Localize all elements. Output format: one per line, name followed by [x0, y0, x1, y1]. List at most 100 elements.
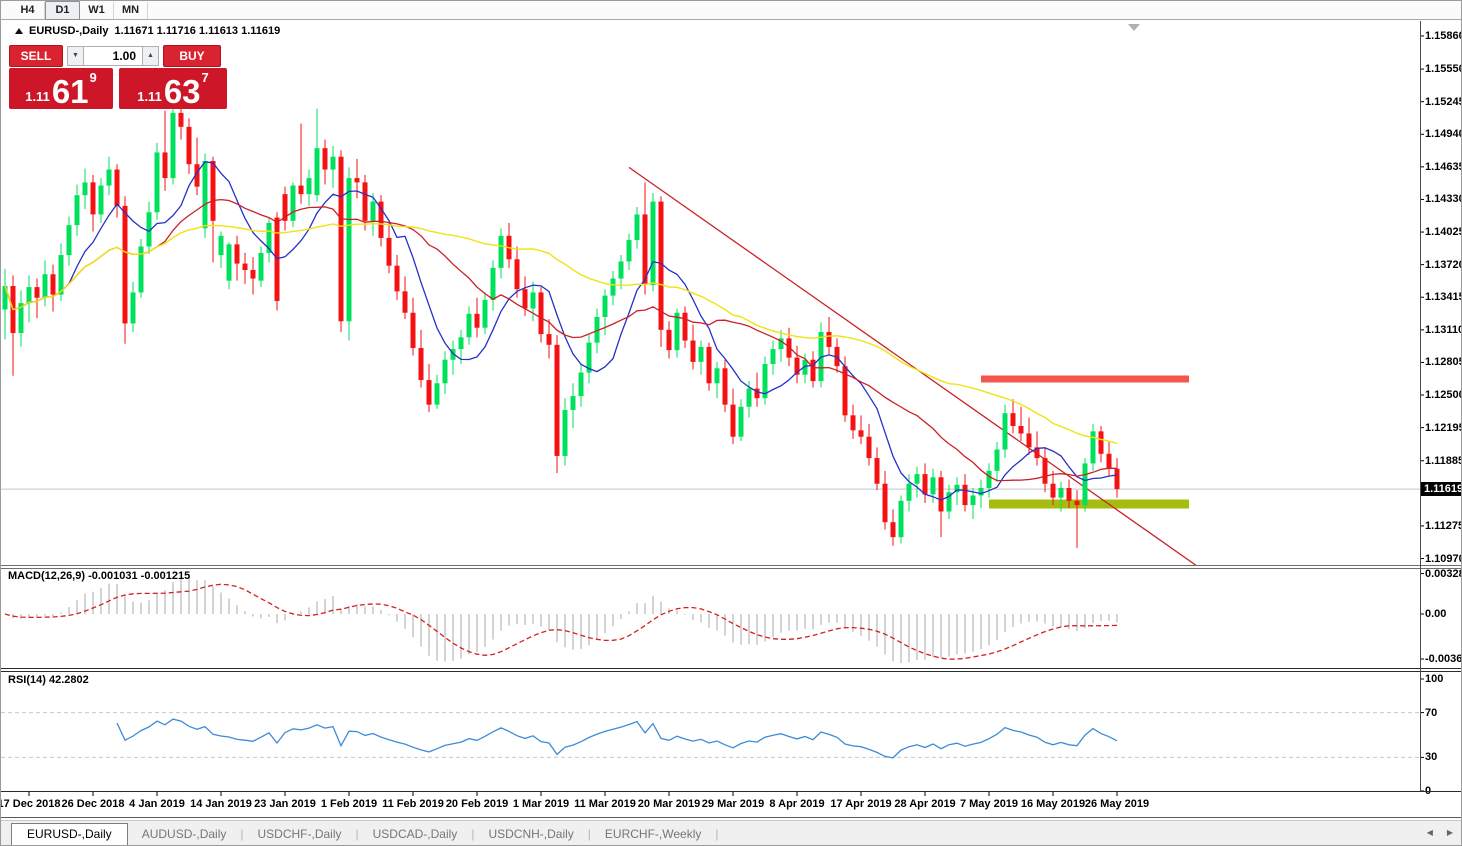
buy-button[interactable]: BUY	[163, 44, 221, 67]
price-tick-label: 1.11885	[1425, 454, 1462, 467]
time-axis-line	[1, 791, 1461, 792]
trade-quotes-row: 1.11 61 9 1.11 63 7	[9, 68, 229, 109]
moving-average-50	[4, 222, 1118, 445]
resistance-line[interactable]	[981, 375, 1189, 383]
tab-separator: |	[355, 827, 359, 841]
tab-separator: |	[471, 827, 475, 841]
date-tick-label: 1 Feb 2019	[320, 798, 378, 810]
buy-price-figure: 1.11	[137, 89, 162, 104]
sell-price-quote[interactable]: 1.11 61 9	[9, 68, 113, 109]
date-tick-label: 11 Mar 2019	[574, 798, 636, 810]
tab-usdcnh-daily[interactable]: USDCNH-,Daily	[488, 827, 574, 841]
tab-usdcad-daily[interactable]: USDCAD-,Daily	[372, 827, 458, 841]
macd-tick-label: 0.003287	[1425, 567, 1461, 580]
buy-price-main: 63	[163, 72, 201, 110]
date-tick-label: 26 Dec 2018	[61, 798, 125, 810]
timeframe-button-w1[interactable]: W1	[80, 1, 114, 19]
tab-usdchf-daily[interactable]: USDCHF-,Daily	[257, 827, 342, 841]
buy-price-pip: 7	[201, 70, 209, 85]
symbol-collapse-icon[interactable]	[15, 28, 23, 34]
pane-divider[interactable]	[1, 565, 1461, 566]
price-tick-label: 1.13720	[1425, 258, 1462, 271]
rsi-line	[116, 718, 1118, 759]
date-tick-label: 11 Feb 2019	[382, 798, 444, 810]
date-tick-label: 1 Mar 2019	[512, 798, 570, 810]
sell-button[interactable]: SELL	[9, 44, 63, 67]
volume-increase-button[interactable]: ▲	[142, 45, 159, 66]
price-axis-line	[1420, 21, 1421, 791]
date-tick-label: 29 Mar 2019	[701, 798, 765, 810]
pane-divider[interactable]	[1, 568, 1461, 569]
date-tick-label: 20 Feb 2019	[445, 798, 509, 810]
tab-eurusd-daily[interactable]: EURUSD-,Daily	[11, 822, 128, 845]
date-tick-label: 16 May 2019	[1020, 798, 1086, 810]
timeframe-button-d1[interactable]: D1	[45, 1, 80, 20]
trade-controls-row: SELL ▼ 1.00 ▲ BUY	[9, 44, 229, 67]
price-tick-label: 1.13415	[1425, 291, 1462, 304]
pane-divider[interactable]	[1, 671, 1461, 672]
moving-average-8	[4, 161, 1118, 501]
moving-average-20	[4, 198, 1118, 482]
tab-scroll-left-icon[interactable]: ◀	[1426, 828, 1433, 837]
axis-ticks	[28, 35, 1424, 796]
price-tick-label: 1.15245	[1425, 95, 1462, 108]
tab-audusd-daily[interactable]: AUDUSD-,Daily	[141, 827, 227, 841]
price-tick-label: 1.13110	[1425, 323, 1462, 336]
chart-ohlc-values: 1.11671 1.11716 1.11613 1.11619	[114, 25, 281, 37]
tab-separator: |	[715, 827, 719, 841]
date-tick-label: 8 Apr 2019	[769, 798, 825, 810]
rsi-pane[interactable]	[1, 712, 1420, 759]
sell-price-main: 61	[51, 72, 89, 110]
rsi-tick-label: 100	[1425, 673, 1444, 685]
macd-pane[interactable]	[4, 577, 1118, 663]
tab-eurchf-weekly[interactable]: EURCHF-,Weekly	[604, 827, 702, 841]
chart-frame-bottom	[1, 817, 1461, 818]
sell-price-pip: 9	[89, 70, 97, 85]
main-chart-pane[interactable]	[1, 105, 1420, 566]
date-tick-label: 23 Jan 2019	[254, 798, 316, 810]
date-tick-label: 28 Apr 2019	[894, 798, 956, 810]
macd-indicator-label: MACD(12,26,9) -0.001031 -0.001215	[8, 570, 191, 582]
rsi-tick-label: 30	[1425, 751, 1438, 764]
sell-price-figure: 1.11	[25, 89, 50, 104]
price-tick-label: 1.14025	[1425, 226, 1462, 239]
macd-tick-label: 0.00	[1425, 608, 1447, 620]
price-tick-label: 1.12805	[1425, 356, 1462, 369]
price-tick-label: 1.12195	[1425, 421, 1462, 434]
price-tick-label: 1.15550	[1425, 63, 1462, 76]
support-line[interactable]	[989, 499, 1189, 509]
buy-price-quote[interactable]: 1.11 63 7	[119, 68, 227, 109]
inactive-tabs: AUDUSD-,Daily | USDCHF-,Daily | USDCAD-,Dail…	[128, 827, 719, 841]
bid-price-tag: 1.11619	[1421, 482, 1461, 497]
descending-trendline[interactable]	[628, 166, 1198, 566]
timeframe-toolbar: H4 D1 W1 MN	[1, 1, 1461, 20]
chart-header: EURUSD-,Daily 1.11671 1.11716 1.11613 1.…	[15, 25, 280, 37]
date-tick-label: 4 Jan 2019	[129, 798, 185, 810]
volume-stepper: ▼ 1.00 ▲	[67, 45, 159, 66]
price-tick-label: 1.14330	[1425, 193, 1462, 206]
symbol-tab-bar: EURUSD-,Daily AUDUSD-,Daily | USDCHF-,Dail…	[1, 820, 1461, 845]
date-tick-label: 20 Mar 2019	[637, 798, 701, 810]
volume-input[interactable]: 1.00	[84, 45, 142, 66]
price-tick-label: 1.15860	[1425, 29, 1462, 42]
tab-separator: |	[587, 827, 591, 841]
rsi-indicator-label: RSI(14) 42.2802	[8, 674, 89, 686]
tab-scroll-right-icon[interactable]: ▶	[1446, 828, 1453, 837]
date-tick-label: 17 Apr 2019	[830, 798, 892, 810]
pane-divider[interactable]	[1, 668, 1461, 669]
price-tick-label: 1.14940	[1425, 128, 1462, 141]
macd-tick-label: -0.003659	[1425, 653, 1462, 665]
price-tick-label: 1.11275	[1425, 519, 1462, 532]
tab-separator: |	[240, 827, 244, 841]
timeframe-button-mn[interactable]: MN	[114, 1, 148, 19]
date-tick-label: 26 May 2019	[1084, 798, 1150, 810]
chart-shift-marker-icon[interactable]	[1128, 24, 1140, 31]
rsi-tick-label: 70	[1425, 706, 1438, 719]
price-tick-label: 1.10970	[1425, 552, 1462, 565]
timeframe-button-h4[interactable]: H4	[11, 1, 45, 19]
volume-decrease-button[interactable]: ▼	[67, 45, 84, 66]
date-tick-label: 17 Dec 2018	[0, 798, 61, 810]
price-tick-label: 1.12500	[1425, 389, 1462, 402]
